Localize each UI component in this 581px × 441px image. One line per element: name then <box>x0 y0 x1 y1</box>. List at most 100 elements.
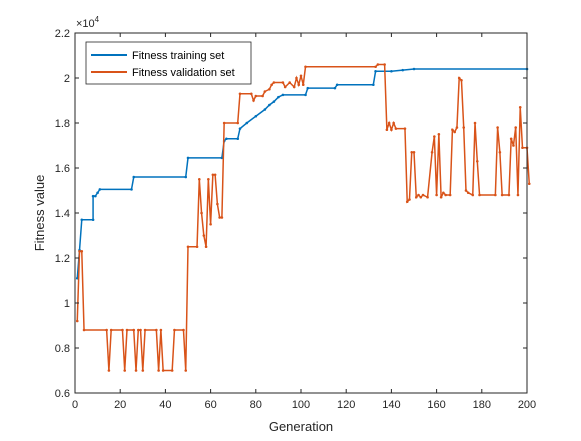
data-point-validation <box>403 127 407 130</box>
data-point-validation <box>457 76 461 80</box>
data-point-validation <box>478 193 481 197</box>
data-point-validation <box>394 127 398 130</box>
x-tick-label: 80 <box>250 399 262 411</box>
data-point-validation <box>249 92 253 96</box>
data-point-validation <box>455 126 459 129</box>
data-point-validation <box>288 81 292 84</box>
data-point-validation <box>419 195 423 199</box>
data-point-validation <box>453 130 456 134</box>
data-point-validation <box>471 193 475 197</box>
x-tick-label: 20 <box>114 399 126 411</box>
data-point-validation <box>507 193 511 197</box>
data-point-validation <box>182 328 185 332</box>
data-point-validation <box>139 328 142 332</box>
data-point-training <box>372 83 375 87</box>
data-point-validation <box>521 146 524 150</box>
data-point-validation <box>295 76 298 80</box>
y-tick-label: 1 <box>64 298 70 310</box>
data-point-validation <box>383 63 386 66</box>
x-tick-label: 60 <box>204 399 216 411</box>
series-line-training <box>76 68 527 279</box>
data-point-training <box>130 188 133 191</box>
data-point-validation <box>252 99 255 102</box>
data-point-validation <box>155 328 158 332</box>
data-point-validation <box>184 369 188 372</box>
x-tick-label: 120 <box>337 399 355 411</box>
data-point-validation <box>414 195 418 199</box>
data-point-validation <box>236 121 240 125</box>
data-point-training <box>268 103 271 107</box>
data-point-validation <box>464 189 468 192</box>
data-point-validation <box>220 216 224 219</box>
data-point-training <box>186 156 190 160</box>
y-tick-label: 1.8 <box>55 118 70 130</box>
data-point-validation <box>435 193 438 197</box>
data-point-training <box>304 93 307 97</box>
data-point-training <box>94 194 97 198</box>
legend-box <box>85 41 252 85</box>
x-tick-label: 140 <box>382 399 400 411</box>
data-point-validation <box>408 198 411 201</box>
data-point-training <box>333 86 337 90</box>
data-point-validation <box>299 74 303 78</box>
data-point-validation <box>297 83 301 87</box>
data-point-validation <box>254 94 258 98</box>
legend: Fitness training set Fitness validation … <box>85 41 252 85</box>
data-point-validation <box>460 78 463 82</box>
data-point-validation <box>211 173 215 177</box>
data-point-validation <box>405 200 409 204</box>
data-point-validation <box>437 132 441 136</box>
x-tick-label: 100 <box>292 399 310 411</box>
data-point-validation <box>466 191 470 195</box>
data-point-validation <box>263 90 267 93</box>
data-point-validation <box>78 249 81 253</box>
data-point-validation <box>301 83 305 87</box>
data-point-validation <box>516 193 520 197</box>
y-tick-label: 0.6 <box>55 388 70 400</box>
data-point-training <box>272 100 276 103</box>
data-point-validation <box>198 177 201 181</box>
data-point-validation <box>512 144 515 147</box>
data-point-validation <box>514 126 517 129</box>
data-point-validation <box>473 121 477 125</box>
data-point-validation <box>281 81 285 84</box>
data-point-validation <box>195 245 199 249</box>
data-point-training <box>335 83 339 87</box>
data-point-training <box>91 194 95 198</box>
data-point-validation <box>209 222 212 226</box>
data-point-training <box>96 191 99 195</box>
y-multiplier-exponent: 4 <box>95 15 100 24</box>
data-point-validation <box>500 193 504 197</box>
data-point-validation <box>509 137 513 141</box>
data-point-validation <box>202 234 206 237</box>
data-point-validation <box>75 319 79 323</box>
data-point-validation <box>412 150 416 154</box>
data-point-training <box>225 137 228 141</box>
x-tick-label: 160 <box>427 399 445 411</box>
data-point-training <box>412 67 416 71</box>
data-point-validation <box>374 65 377 69</box>
data-point-validation <box>213 173 217 177</box>
data-point-training <box>277 95 280 99</box>
data-point-validation <box>141 369 145 372</box>
data-point-validation <box>186 245 190 249</box>
data-point-validation <box>433 135 436 138</box>
data-point-validation <box>238 92 242 96</box>
data-point-validation <box>143 328 147 332</box>
data-point-training <box>91 218 95 222</box>
data-point-validation <box>132 328 136 332</box>
data-point-validation <box>527 182 531 186</box>
data-point-validation <box>439 195 443 199</box>
data-point-validation <box>218 216 221 219</box>
x-axis-label: Generation <box>269 419 333 434</box>
data-point-validation <box>475 159 479 163</box>
data-point-validation <box>161 369 165 372</box>
data-point-validation <box>496 126 499 129</box>
data-point-validation <box>157 369 160 372</box>
data-point-validation <box>123 369 127 372</box>
data-point-validation <box>173 328 176 332</box>
data-point-training <box>132 175 136 179</box>
data-point-validation <box>272 81 276 84</box>
data-point-validation <box>159 328 163 332</box>
data-point-training <box>281 93 285 97</box>
